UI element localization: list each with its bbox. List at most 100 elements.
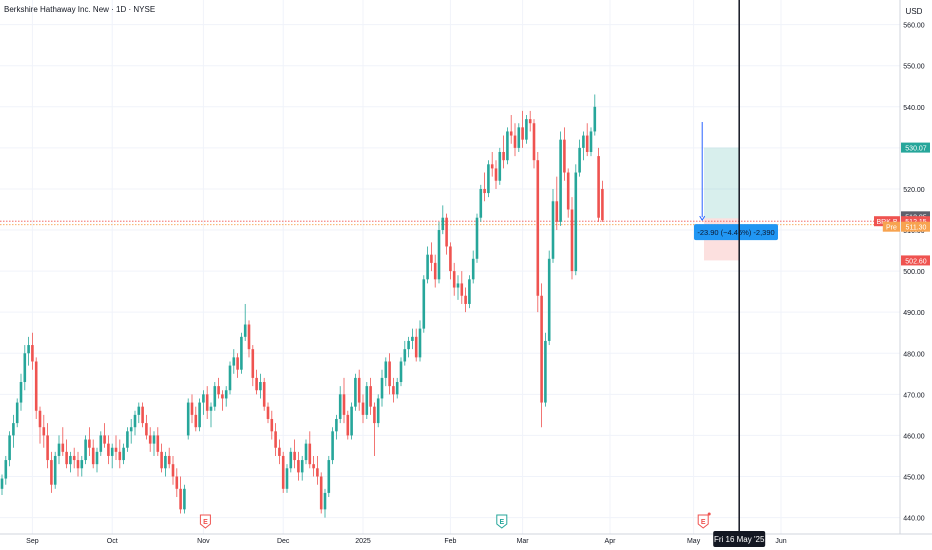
candle-body (209, 406, 213, 411)
candle-body (126, 431, 129, 448)
candle-body (574, 172, 578, 272)
candle-body (471, 258, 475, 280)
candle-body (164, 455, 167, 469)
x-tick-label: Feb (444, 538, 456, 545)
candle-body (293, 451, 296, 461)
price-badge (901, 216, 930, 227)
y-tick-label: 520.00 (903, 187, 925, 194)
profit-zone[interactable] (704, 147, 740, 219)
grid (0, 0, 900, 534)
candle-body (148, 435, 152, 444)
candle-body (198, 402, 201, 428)
candle-body (141, 406, 144, 424)
candle-body (278, 447, 281, 456)
candle-body (369, 386, 372, 407)
candle-body (4, 460, 8, 479)
candle-body (31, 345, 34, 362)
price-badge-value: 502.60 (905, 258, 927, 265)
candle-body (547, 258, 551, 341)
candle-body (430, 254, 433, 263)
candle-body (308, 443, 312, 465)
candle-body (342, 394, 346, 415)
x-tick-label: May (687, 538, 701, 545)
candle-body (15, 402, 19, 424)
price-badge (901, 255, 930, 266)
candle-body (566, 172, 570, 210)
candle-body (160, 451, 163, 469)
x-tick-label: Nov (197, 538, 210, 545)
candle-body (331, 431, 334, 461)
earnings-marker[interactable] (496, 514, 508, 529)
candle-body (354, 377, 357, 407)
candle-body (338, 394, 342, 419)
candle-body (449, 246, 452, 272)
candle-body (285, 468, 289, 489)
candle-body (578, 147, 581, 173)
candle-body (152, 435, 156, 444)
candle-body (361, 402, 365, 415)
x-tick-label: 2025 (355, 538, 371, 545)
candle-body (506, 131, 509, 161)
candle-body (304, 443, 308, 461)
candle-body (513, 135, 517, 148)
candle-body (274, 431, 277, 448)
candle-body (350, 406, 353, 436)
y-tick-label: 440.00 (903, 516, 925, 523)
candle-body (441, 217, 445, 231)
price-badge-tag-label: Pre (886, 225, 897, 232)
candle-body (133, 414, 137, 428)
earnings-marker[interactable] (697, 514, 709, 529)
annotations: -23.90 (−4.46%) -2,390 E E E (199, 121, 778, 529)
position-overlay[interactable] (704, 147, 740, 261)
chart-title: Berkshire Hathaway Inc. New · 1D · NYSE (4, 5, 155, 14)
candle-body (61, 443, 65, 452)
price-axis-panel[interactable] (900, 0, 932, 550)
candle-body (183, 488, 186, 510)
candle-body (57, 443, 61, 456)
candle-body (179, 488, 182, 510)
candle-body (312, 464, 315, 469)
candle-body (414, 336, 418, 358)
candle-body (53, 455, 57, 485)
candle-body (129, 427, 133, 432)
candle-body (521, 127, 524, 140)
candle-body (194, 414, 198, 428)
y-tick-label: 460.00 (903, 433, 925, 440)
candle-body (110, 447, 114, 456)
candle-body (99, 435, 103, 452)
candle-body (601, 188, 604, 221)
candle-body (65, 451, 68, 465)
x-tick-label: Mar (517, 538, 530, 545)
candle-body (175, 476, 179, 489)
candle-body (281, 455, 285, 489)
candle-body (380, 377, 384, 399)
candle-body (224, 390, 228, 399)
y-tick-label: 490.00 (903, 310, 925, 317)
candle-body (437, 230, 441, 280)
candle-body (388, 361, 391, 387)
candle-body (145, 423, 148, 436)
candle-body (0, 478, 4, 489)
y-tick-label: 550.00 (903, 64, 925, 71)
candle-body (167, 455, 171, 465)
candle-body (103, 435, 106, 444)
currency-label: USD (906, 7, 923, 16)
candle-body (259, 382, 262, 391)
candle-body (494, 168, 498, 181)
candle-body (118, 451, 122, 461)
candle-body (38, 410, 42, 428)
candle-body (319, 476, 323, 510)
measure-label: -23.90 (−4.46%) -2,390 (697, 228, 774, 237)
candle-body (240, 336, 243, 370)
candle-body (243, 324, 247, 337)
candle-body (289, 451, 293, 469)
earnings-marker[interactable] (199, 514, 211, 529)
time-axis: Sep Oct Nov Dec 2025 Feb Mar Apr May Jun (26, 538, 787, 545)
candle-body (122, 447, 125, 461)
candle-body (205, 394, 209, 411)
candle-body (270, 418, 274, 432)
candle-body (137, 406, 141, 415)
candle-body (91, 447, 95, 465)
